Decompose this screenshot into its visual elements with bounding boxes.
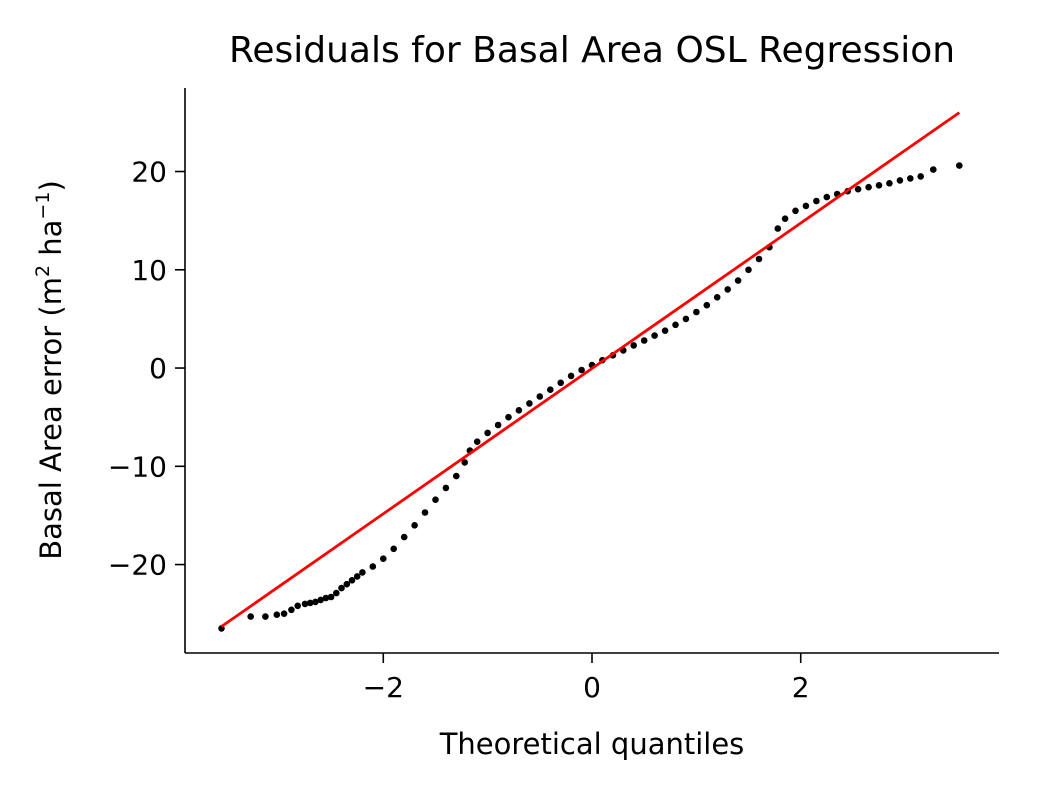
- residual-point-71: [896, 177, 904, 184]
- x-tick-label: −2: [363, 671, 404, 704]
- residual-point-23: [411, 522, 418, 529]
- residual-point-6: [294, 602, 302, 610]
- residual-point-38: [557, 379, 564, 387]
- residual-point-5: [288, 606, 295, 614]
- residual-point-26: [442, 484, 450, 492]
- residual-point-37: [547, 386, 554, 394]
- residual-point-15: [343, 580, 351, 588]
- x-tick-label: 2: [792, 671, 810, 704]
- residual-point-31: [484, 429, 491, 437]
- residual-point-70: [886, 180, 893, 187]
- residual-point-69: [875, 182, 883, 189]
- residual-point-47: [651, 332, 658, 339]
- y-axis-label-middle: ha: [34, 220, 68, 265]
- residual-point-63: [813, 197, 820, 205]
- residual-point-1: [247, 613, 254, 620]
- residual-point-19: [369, 563, 377, 570]
- y-axis-ticks: −20 −10 0 10 20: [108, 156, 185, 582]
- residual-point-62: [802, 202, 810, 210]
- y-axis-label-prefix: Basal Area error (m: [34, 277, 68, 560]
- residual-point-74: [930, 166, 937, 173]
- residual-point-61: [792, 207, 799, 215]
- residual-point-39: [567, 372, 575, 380]
- residual-point-34: [515, 407, 523, 414]
- y-axis-label-suffix: ): [34, 180, 68, 191]
- residual-point-7: [301, 600, 309, 608]
- residual-point-40: [578, 366, 585, 374]
- y-axis-label-sup2: −1: [32, 192, 54, 220]
- residual-point-24: [421, 509, 429, 516]
- residual-point-48: [661, 327, 669, 335]
- residual-point-72: [907, 175, 914, 182]
- y-tick-label: 10: [131, 254, 167, 287]
- residual-point-18: [359, 569, 366, 576]
- residual-point-10: [317, 596, 325, 604]
- residual-point-67: [854, 185, 862, 193]
- residual-point-25: [432, 496, 439, 504]
- residual-point-16: [348, 577, 356, 584]
- residual-point-56: [745, 266, 752, 274]
- residual-point-30: [473, 438, 481, 446]
- residual-point-68: [865, 183, 872, 191]
- residual-point-22: [400, 533, 408, 541]
- residual-point-33: [505, 413, 512, 421]
- residual-point-49: [672, 321, 679, 329]
- x-tick-label: 0: [583, 671, 601, 704]
- reference-line: [220, 111, 961, 628]
- residual-point-4: [280, 610, 288, 617]
- residual-point-73: [917, 173, 924, 180]
- residual-point-11: [322, 594, 330, 602]
- x-axis-ticks: −2 0 2: [363, 653, 810, 704]
- residual-point-28: [461, 459, 469, 466]
- residual-point-53: [713, 294, 721, 301]
- residual-point-46: [640, 337, 648, 344]
- residual-point-45: [630, 342, 637, 349]
- y-tick-label: 0: [149, 352, 167, 385]
- residual-point-54: [724, 286, 731, 293]
- y-tick-label: −20: [108, 549, 167, 582]
- y-tick-label: −10: [108, 450, 167, 483]
- residual-point-75: [956, 162, 963, 169]
- x-axis-label: Theoretical quantiles: [439, 727, 745, 761]
- residual-point-50: [682, 315, 690, 323]
- residual-point-13: [333, 589, 340, 597]
- residual-point-21: [390, 545, 398, 553]
- residual-point-52: [703, 301, 711, 309]
- residual-point-8: [306, 599, 314, 607]
- residual-point-32: [494, 421, 502, 429]
- residual-point-35: [526, 400, 533, 407]
- residual-point-20: [380, 555, 387, 562]
- y-axis-label-sup1: 2: [32, 265, 54, 277]
- chart-title: Residuals for Basal Area OSL Regression: [229, 30, 955, 71]
- residual-point-64: [823, 193, 831, 201]
- sample-quantile-points: [218, 162, 963, 632]
- plot-area: [218, 111, 963, 632]
- residual-point-2: [262, 613, 269, 620]
- y-tick-label: 20: [131, 156, 167, 189]
- y-axis-label: Basal Area error (m2 ha−1): [32, 180, 68, 560]
- residual-point-59: [774, 225, 782, 232]
- residual-point-57: [755, 255, 763, 263]
- residual-point-14: [338, 584, 345, 592]
- residual-point-60: [781, 215, 789, 222]
- residual-point-17: [353, 573, 361, 580]
- residual-point-55: [734, 277, 742, 284]
- residual-point-3: [273, 611, 281, 618]
- residual-point-9: [312, 598, 319, 606]
- residual-point-12: [327, 593, 335, 601]
- residual-point-51: [693, 308, 700, 316]
- residual-point-36: [536, 393, 544, 400]
- residual-point-27: [453, 472, 460, 480]
